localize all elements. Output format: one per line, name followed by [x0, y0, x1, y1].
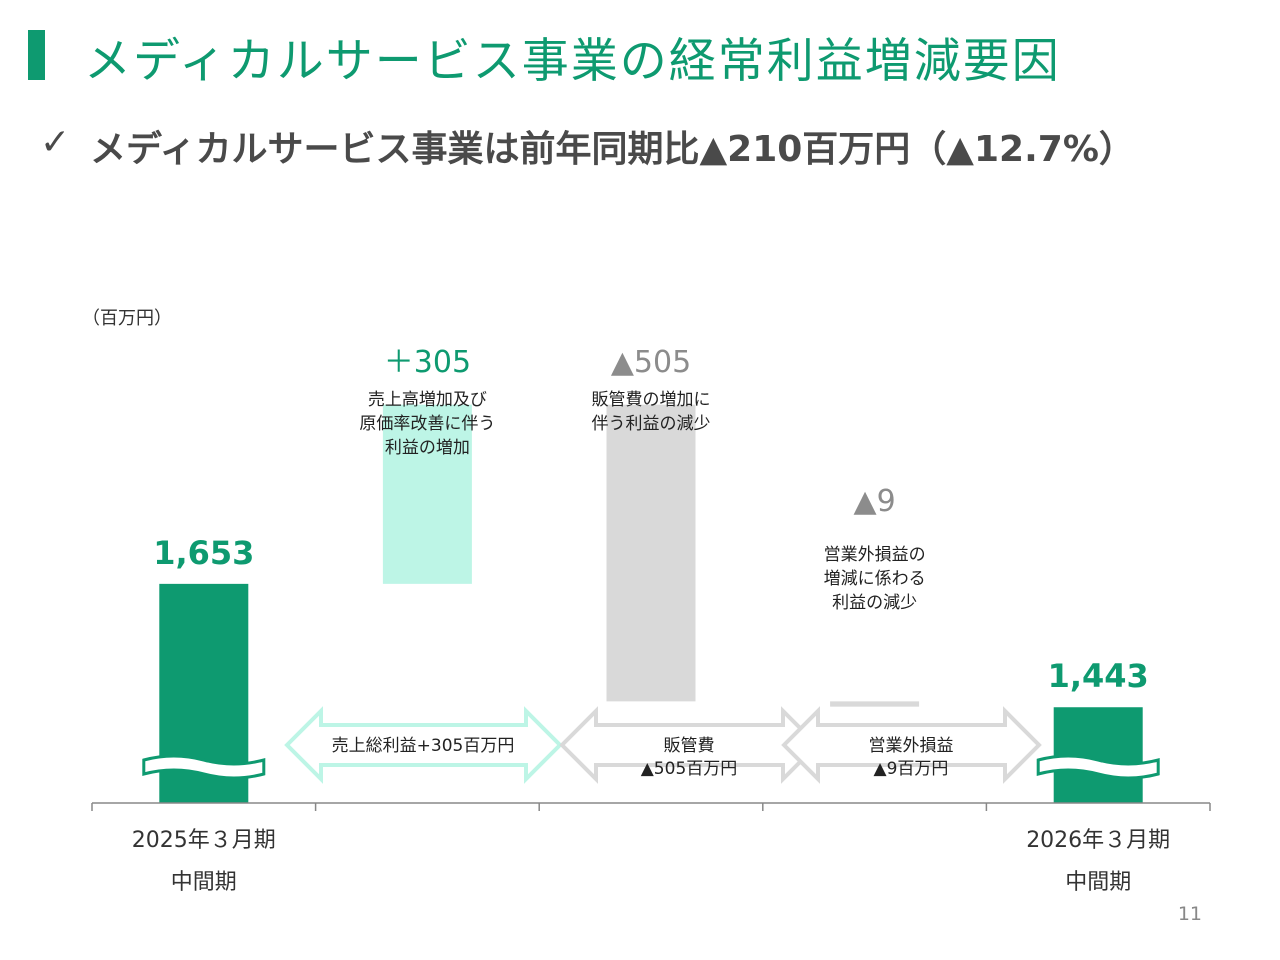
x-tick-label-4-1: 中間期: [1065, 870, 1131, 895]
bar-note-3-0: 営業外損益の: [824, 545, 926, 565]
page-subtitle: メディカルサービス事業は前年同期比▲210百万円（▲12.7%）: [90, 129, 1135, 170]
bar-note-3-1: 増減に係わる: [824, 569, 926, 589]
bar-value-label-3: ▲9: [854, 484, 896, 519]
bar-value-label-4: 1,443: [1048, 657, 1149, 695]
bar-1: [382, 404, 472, 584]
page-title: メディカルサービス事業の経常利益増減要因: [84, 34, 1061, 89]
bar-note-2-0: 販管費の増加に: [592, 390, 711, 410]
x-tick-label-0-0: 2025年３月期: [132, 828, 276, 853]
bar-value-label-2: ▲505: [611, 345, 691, 380]
bar-note-1-1: 原価率改善に伴う: [359, 414, 495, 434]
step-arrow-label-1-0: 販管費: [664, 736, 715, 756]
unit-label: （百万円）: [82, 308, 172, 329]
bar-note-1-0: 売上高増加及び: [368, 390, 487, 410]
bar-value-label-1: ＋305: [384, 345, 471, 380]
axis-break-4: [1036, 754, 1160, 780]
bar-note-1-2: 利益の増加: [385, 438, 470, 458]
x-tick-label-0-1: 中間期: [171, 870, 237, 895]
step-arrow-label-2-1: ▲9百万円: [874, 759, 949, 779]
step-arrow-2: [781, 706, 1042, 784]
axis-break-0: [142, 754, 266, 780]
bar-3: [830, 701, 920, 707]
bar-2: [606, 404, 696, 702]
bar-note-3-2: 利益の減少: [832, 593, 917, 613]
x-tick-label-4-0: 2026年３月期: [1026, 828, 1170, 853]
step-arrow-label-1-1: ▲505百万円: [641, 759, 738, 779]
bar-note-2-1: 伴う利益の減少: [592, 414, 711, 434]
page-number: 11: [1177, 903, 1202, 925]
title-accent-bar: [28, 30, 45, 80]
check-icon: ✓: [40, 122, 71, 163]
step-arrow-label-2-0: 営業外損益: [869, 736, 954, 756]
bar-value-label-0: 1,653: [153, 534, 254, 572]
step-arrow-label-0-0: 売上総利益+305百万円: [332, 736, 515, 756]
